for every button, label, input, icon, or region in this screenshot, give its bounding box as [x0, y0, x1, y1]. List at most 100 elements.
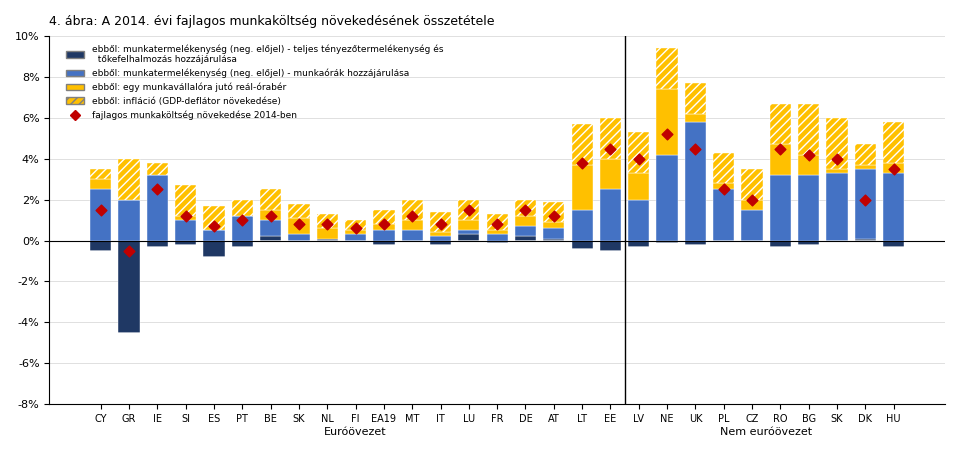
Bar	[90, 169, 111, 179]
Bar	[231, 216, 252, 241]
Point	[433, 220, 448, 228]
Bar	[883, 241, 904, 247]
Bar	[798, 175, 819, 241]
Point	[660, 130, 675, 138]
Point	[631, 155, 646, 162]
Bar	[487, 234, 508, 241]
Bar	[175, 220, 196, 241]
Bar	[543, 228, 564, 238]
Bar	[770, 104, 791, 144]
Bar	[798, 104, 819, 155]
Bar	[147, 241, 168, 247]
Bar	[854, 144, 876, 165]
Point	[716, 186, 732, 193]
Point	[150, 186, 165, 193]
Point	[320, 220, 335, 228]
Bar	[430, 241, 451, 245]
Bar	[345, 234, 366, 241]
Bar	[204, 230, 225, 241]
Bar	[684, 114, 706, 122]
Bar	[317, 228, 338, 238]
Bar	[458, 200, 479, 220]
Bar	[657, 241, 678, 243]
Bar	[628, 132, 649, 173]
Bar	[827, 118, 848, 169]
Bar	[487, 214, 508, 230]
Bar	[827, 173, 848, 241]
Point	[773, 145, 788, 152]
Bar	[204, 241, 225, 257]
Bar	[430, 212, 451, 232]
Bar	[741, 200, 762, 210]
Point	[291, 220, 306, 228]
Bar	[515, 236, 536, 241]
Bar	[288, 234, 309, 241]
Bar	[458, 230, 479, 234]
Bar	[883, 173, 904, 241]
Point	[546, 212, 562, 220]
Bar	[741, 210, 762, 241]
Bar	[713, 153, 734, 183]
Bar	[317, 214, 338, 228]
Bar	[373, 230, 395, 241]
Bar	[543, 202, 564, 222]
Point	[461, 206, 476, 213]
Point	[490, 220, 505, 228]
Bar	[373, 241, 395, 245]
Bar	[147, 175, 168, 241]
Bar	[430, 232, 451, 236]
Point	[829, 155, 845, 162]
Bar	[487, 230, 508, 234]
Bar	[657, 49, 678, 89]
Bar	[657, 155, 678, 241]
Bar	[571, 124, 592, 165]
Bar	[684, 241, 706, 245]
Bar	[770, 175, 791, 241]
Bar	[147, 163, 168, 175]
Bar	[628, 241, 649, 247]
Bar	[883, 163, 904, 173]
Bar	[175, 185, 196, 216]
Bar	[231, 241, 252, 247]
Point	[574, 159, 589, 166]
Bar	[231, 200, 252, 216]
Bar	[260, 236, 281, 241]
Bar	[317, 238, 338, 241]
Bar	[260, 189, 281, 210]
Bar	[175, 241, 196, 245]
Bar	[401, 230, 422, 241]
Bar	[345, 220, 366, 230]
Bar	[600, 118, 621, 159]
Text: Nem euróövezet: Nem euróövezet	[720, 427, 812, 437]
Bar	[515, 216, 536, 226]
Bar	[288, 218, 309, 234]
Bar	[118, 241, 139, 333]
Bar	[118, 159, 139, 200]
Bar	[401, 200, 422, 220]
Point	[886, 166, 901, 173]
Bar	[571, 241, 592, 249]
Bar	[373, 210, 395, 224]
Bar	[713, 183, 734, 189]
Point	[263, 212, 278, 220]
Point	[517, 206, 533, 213]
Point	[687, 145, 703, 152]
Point	[376, 220, 392, 228]
Bar	[657, 89, 678, 155]
Legend: ebből: munkatermelékenység (neg. előjel) - teljes tényezőtermelékenység és
  tők: ebből: munkatermelékenység (neg. előjel)…	[62, 40, 446, 123]
Bar	[430, 236, 451, 241]
Bar	[260, 220, 281, 236]
Bar	[571, 210, 592, 241]
Bar	[543, 238, 564, 241]
Bar	[854, 238, 876, 241]
Bar	[741, 169, 762, 200]
Bar	[713, 189, 734, 241]
Point	[801, 151, 816, 158]
Point	[857, 196, 873, 203]
Bar	[543, 222, 564, 228]
Bar	[854, 169, 876, 238]
Bar	[175, 216, 196, 220]
Bar	[628, 200, 649, 241]
Text: 4. ábra: A 2014. évi fajlagos munkaköltség növekedésének összetétele: 4. ábra: A 2014. évi fajlagos munkakölts…	[49, 15, 494, 28]
Bar	[90, 189, 111, 241]
